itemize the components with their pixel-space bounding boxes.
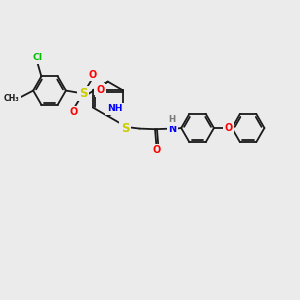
Text: O: O <box>69 107 77 117</box>
Text: Cl: Cl <box>32 53 42 62</box>
Text: O: O <box>224 123 232 133</box>
Text: H: H <box>169 115 176 124</box>
Text: N: N <box>168 124 176 134</box>
Text: N: N <box>95 84 104 94</box>
Text: NH: NH <box>107 104 122 113</box>
Text: O: O <box>89 70 97 80</box>
Text: S: S <box>121 122 129 134</box>
Text: S: S <box>79 87 87 100</box>
Text: O: O <box>97 85 105 95</box>
Text: CH₃: CH₃ <box>4 94 20 103</box>
Text: O: O <box>153 145 161 155</box>
